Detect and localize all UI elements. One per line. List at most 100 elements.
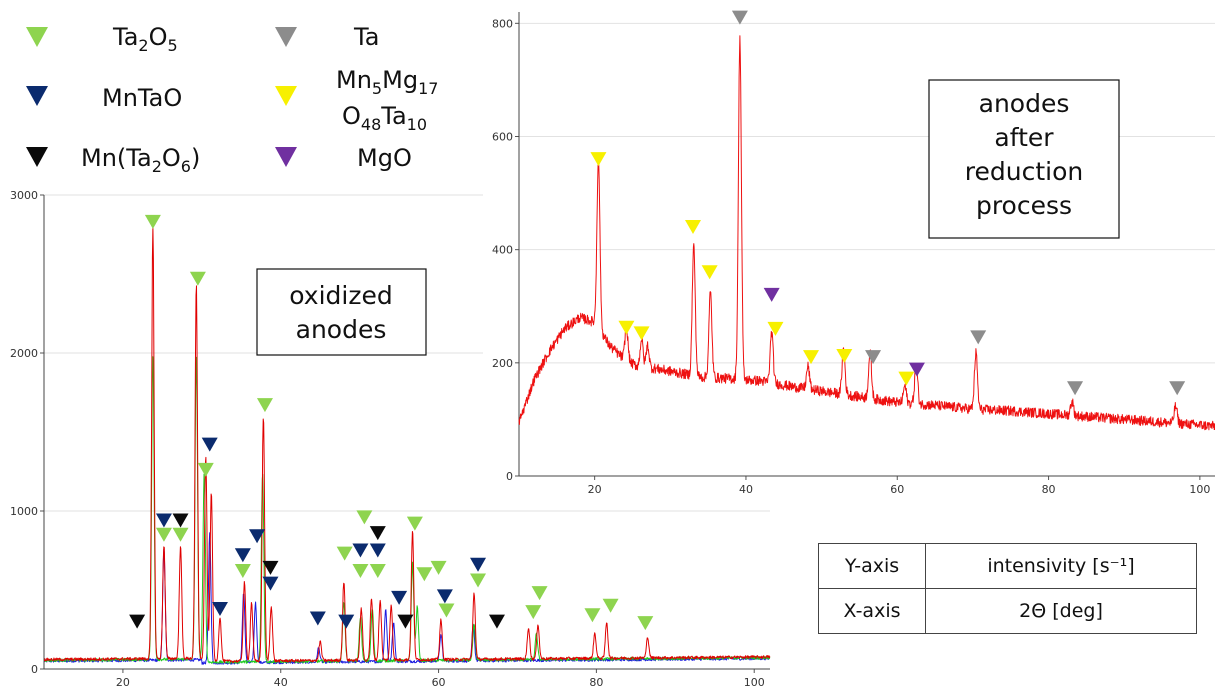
axis-legend-table: Y-axis intensivity [s⁻¹] X-axis 2Θ [deg] [818, 543, 1197, 634]
phase-marker [470, 573, 487, 588]
phase-marker [767, 321, 784, 336]
reduced-series [518, 35, 1215, 431]
y-axis-value: intensivity [s⁻¹] [925, 543, 1197, 589]
y-tick-label: 200 [492, 357, 513, 370]
phase-marker [369, 526, 386, 541]
legend-item-mntao: MnTaO [26, 84, 182, 112]
y-tick-label: 600 [492, 130, 513, 143]
legend-label-mnta2o6: Mn(Ta2O6) [81, 144, 200, 176]
phase-marker [234, 564, 251, 579]
ta-marker-icon [275, 27, 297, 47]
phase-marker [865, 350, 882, 365]
axis-row-x: X-axis 2Θ [deg] [818, 588, 1197, 634]
y-tick-label: 400 [492, 244, 513, 257]
oxidized-markers [129, 214, 654, 631]
legend-item-ta: Ta [275, 23, 379, 51]
x-tick-label: 20 [116, 676, 130, 689]
legend-label-mntao: MnTaO [102, 84, 182, 112]
axis-row-y: Y-axis intensivity [s⁻¹] [818, 543, 1197, 589]
x-tick-label: 60 [432, 676, 446, 689]
phase-marker [633, 326, 650, 341]
phase-marker [356, 510, 373, 525]
phase-marker [685, 220, 701, 235]
reduced-box-line4: process [976, 191, 1072, 220]
phase-marker [908, 362, 925, 377]
phase-marker [438, 603, 455, 618]
reduced-box-line2: after [994, 123, 1054, 152]
phase-marker [525, 605, 542, 620]
legend-item-mnmgota: Mn5Mg17 O48Ta10 [275, 66, 438, 134]
phase-marker [1067, 381, 1084, 396]
phase-marker [584, 608, 601, 623]
y-tick-label: 0 [31, 663, 38, 676]
mn5mg17o48ta10-marker-icon [275, 86, 297, 106]
phase-marker [470, 557, 487, 572]
legend-item-mgo: MgO [275, 144, 412, 172]
reduced-anodes-box: anodes after reduction process [928, 79, 1120, 239]
phase-marker [197, 462, 214, 477]
inset-background [483, 0, 1215, 502]
phase-marker [590, 152, 607, 167]
legend-item-ta2o5: Ta2O5 [26, 23, 178, 55]
y-tick-label: 3000 [10, 189, 38, 202]
phase-marker [211, 601, 228, 616]
y-tick-label: 1000 [10, 505, 38, 518]
legend-label-ta: Ta [353, 23, 379, 51]
phase-marker [352, 543, 369, 558]
phase-marker [406, 516, 423, 531]
phase-marker [488, 614, 505, 629]
phase-marker [1169, 381, 1186, 396]
phase-marker [256, 398, 273, 413]
y-tick-label: 0 [506, 470, 513, 483]
phase-marker [430, 560, 447, 575]
x-tick-label: 40 [739, 483, 753, 496]
series-line [43, 226, 771, 664]
phase-marker [436, 589, 453, 604]
phase-marker [352, 564, 369, 579]
y-axis-key: Y-axis [818, 543, 926, 589]
x-tick-label: 20 [588, 483, 602, 496]
oxidized-anodes-box: oxidized anodes [256, 268, 427, 356]
legend: Ta2O5 Ta MnTaO Mn5Mg17 O48Ta10 Mn(Ta2O6)… [26, 23, 438, 176]
legend-item-mnta2o6: Mn(Ta2O6) [26, 144, 200, 176]
phase-marker [416, 567, 433, 582]
phase-marker [189, 271, 206, 286]
phase-marker [618, 320, 635, 335]
phase-marker [249, 529, 266, 544]
legend-label-mnmgota: Mn5Mg17 [336, 66, 438, 98]
reduced-markers [590, 10, 1186, 396]
series-line [43, 532, 771, 665]
phase-marker [155, 513, 172, 528]
phase-marker [234, 548, 251, 563]
ta2o5-marker-icon [26, 27, 48, 47]
phase-marker [731, 10, 748, 25]
x-tick-label: 80 [1042, 483, 1056, 496]
phase-marker [369, 543, 386, 558]
x-axis-value: 2Θ [deg] [925, 588, 1197, 634]
mgo-marker-icon [275, 147, 297, 167]
x-tick-label: 100 [1189, 483, 1210, 496]
phase-marker [201, 437, 218, 452]
phase-marker [898, 371, 915, 386]
oxidized-series [43, 226, 771, 665]
phase-marker [129, 614, 146, 629]
oxidized-box-line1: oxidized [289, 281, 392, 310]
phase-marker [397, 614, 414, 629]
x-tick-label: 80 [589, 676, 603, 689]
y-tick-label: 800 [492, 17, 513, 30]
phase-marker [155, 527, 172, 542]
mntao-marker-icon [26, 86, 48, 106]
legend-label-ta2o5: Ta2O5 [112, 23, 178, 55]
phase-marker [637, 616, 654, 631]
oxidized-box-line2: anodes [296, 315, 387, 344]
series-line [518, 35, 1215, 431]
phase-marker [701, 265, 718, 280]
phase-marker [531, 586, 548, 601]
reduced-box-line3: reduction [965, 157, 1083, 186]
phase-marker [172, 527, 189, 542]
phase-marker [803, 350, 820, 365]
reduced-box-line1: anodes [979, 89, 1070, 118]
reduced-axes [515, 12, 1215, 480]
